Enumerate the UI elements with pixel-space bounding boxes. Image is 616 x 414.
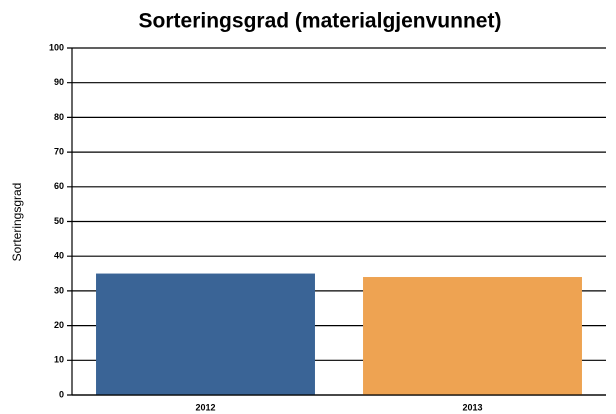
y-tick-label: 0 xyxy=(59,389,64,399)
y-tick-label: 70 xyxy=(54,146,64,156)
y-axis-label: Sorteringsgrad xyxy=(10,183,24,262)
bar xyxy=(96,273,315,395)
y-tick-label: 40 xyxy=(54,251,64,261)
y-tick-label: 80 xyxy=(54,112,64,122)
y-tick-label: 30 xyxy=(54,285,64,295)
y-tick-label: 90 xyxy=(54,77,64,87)
y-tick-label: 20 xyxy=(54,320,64,330)
x-tick-label: 2012 xyxy=(195,402,215,412)
y-tick-label: 60 xyxy=(54,181,64,191)
chart-title: Sorteringsgrad (materialgjenvunnet) xyxy=(139,10,502,33)
y-tick-label: 50 xyxy=(54,216,64,226)
y-tick-label: 100 xyxy=(49,42,64,52)
y-tick-label: 10 xyxy=(54,355,64,365)
bar xyxy=(363,277,582,395)
x-tick-label: 2013 xyxy=(462,402,482,412)
